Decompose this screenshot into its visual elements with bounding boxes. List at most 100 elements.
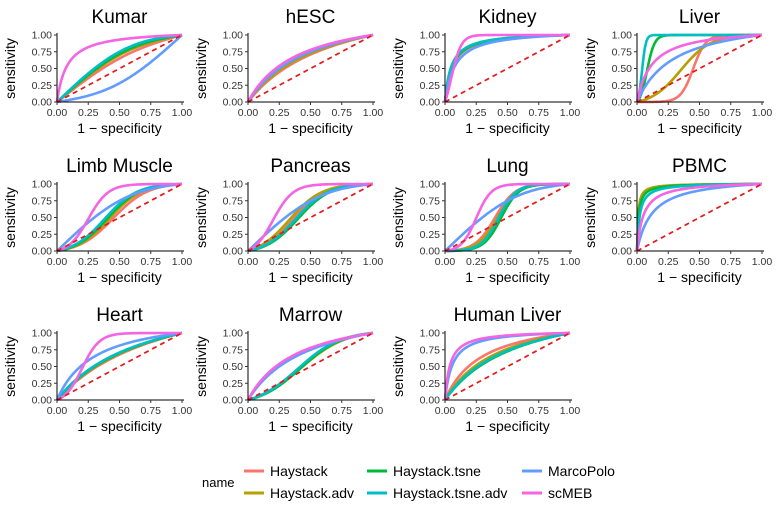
heart-title: Heart: [96, 305, 143, 326]
marrow-series-scmeb: [246, 331, 374, 401]
pancreas-y-tick-label: 1.00: [223, 179, 244, 191]
liver-series-haystack-tsne-adv: [635, 33, 762, 103]
pbmc-y-axis-label: sensitivity: [582, 187, 598, 248]
pbmc-x-tick-label: 1.00: [752, 256, 773, 268]
pbmc-x-tick-label: 0.75: [721, 256, 742, 268]
human-liver-x-axis-label: 1 − specificity: [465, 418, 549, 434]
lung-x-tick-label: 0.50: [497, 256, 518, 268]
lung-x-axis-label: 1 − specificity: [465, 269, 549, 285]
hesc-y-tick-label: 0.50: [223, 63, 244, 75]
limb-muscle-x-tick-label: 0.00: [47, 256, 68, 268]
kidney-y-tick-label: 1.00: [420, 30, 441, 42]
limb-muscle-y-tick-label: 0.75: [32, 195, 53, 207]
limb-muscle-reference-line: [56, 183, 183, 252]
marrow-x-tick-label: 0.50: [300, 405, 321, 417]
hesc-x-tick-label: 0.50: [300, 107, 321, 119]
marrow-title: Marrow: [279, 305, 343, 326]
liver-y-axis-label: sensitivity: [582, 38, 598, 99]
liver-x-tick-label: 0.50: [689, 107, 710, 119]
kidney-x-tick-label: 0.75: [529, 107, 550, 119]
hesc-series-scmeb: [246, 33, 374, 103]
kidney-x-tick-label: 0.00: [435, 107, 456, 119]
limb-muscle-series-scmeb: [56, 182, 182, 253]
marrow-x-tick-label: 0.00: [238, 405, 259, 417]
liver-y-tick-label: 0.50: [612, 63, 633, 75]
hesc-x-tick-label: 1.00: [363, 107, 384, 119]
pbmc-reference-line: [636, 183, 763, 252]
heart-x-tick-label: 0.00: [47, 405, 68, 417]
limb-muscle-series-marcopolo: [56, 182, 183, 252]
kumar-y-tick-label: 0.00: [32, 97, 53, 109]
pancreas-x-axis-label: 1 − specificity: [268, 269, 352, 285]
pbmc-x-tick-label: 0.25: [658, 256, 679, 268]
heart-y-tick-label: 0.75: [32, 344, 53, 356]
pbmc-y-tick-label: 0.25: [612, 229, 633, 241]
liver-x-axis-label: 1 − specificity: [657, 120, 741, 136]
hesc-reference-line: [247, 34, 374, 103]
limb-muscle-title: Limb Muscle: [66, 156, 173, 177]
kumar-series-haystack-tsne-adv: [56, 33, 183, 103]
hesc-x-tick-label: 0.75: [332, 107, 353, 119]
pbmc-y-tick-label: 0.00: [612, 246, 633, 258]
human-liver-x-tick-label: 0.00: [435, 405, 456, 417]
heart-x-tick-label: 0.25: [78, 405, 99, 417]
hesc-title: hESC: [286, 7, 336, 28]
kidney-reference-line: [444, 34, 571, 103]
kumar-y-tick-label: 1.00: [32, 30, 53, 42]
kidney-x-axis-label: 1 − specificity: [465, 120, 549, 136]
kidney-y-axis-label: sensitivity: [390, 38, 406, 99]
pancreas-y-tick-label: 0.50: [223, 212, 244, 224]
pbmc-x-axis-label: 1 − specificity: [657, 269, 741, 285]
limb-muscle-y-tick-label: 0.25: [32, 229, 53, 241]
pancreas-title: Pancreas: [270, 156, 350, 177]
liver-series-marcopolo: [635, 33, 763, 103]
heart-series-scmeb: [56, 331, 182, 402]
legend-label-haystack-adv: Haystack.adv: [270, 485, 354, 501]
lung-y-tick-label: 0.25: [420, 229, 441, 241]
lung-y-tick-label: 1.00: [420, 179, 441, 191]
kidney-series-scmeb: [443, 33, 570, 103]
heart-y-tick-label: 1.00: [32, 328, 53, 340]
kumar-y-tick-label: 0.50: [32, 63, 53, 75]
liver-y-tick-label: 0.25: [612, 80, 633, 92]
human-liver-y-tick-label: 0.00: [420, 395, 441, 407]
heart-y-tick-label: 0.50: [32, 361, 53, 373]
pancreas-series-scmeb: [247, 182, 373, 253]
marrow-y-axis-label: sensitivity: [193, 336, 209, 397]
pancreas-x-tick-label: 1.00: [363, 256, 384, 268]
legend-label-haystack-tsne: Haystack.tsne: [393, 463, 481, 479]
kumar-series-marcopolo: [56, 34, 183, 104]
limb-muscle-y-tick-label: 0.50: [32, 212, 53, 224]
liver-title: Liver: [679, 7, 721, 28]
kidney-x-tick-label: 0.25: [466, 107, 487, 119]
lung-reference-line: [444, 183, 571, 252]
hesc-x-tick-label: 0.25: [269, 107, 290, 119]
hesc-y-tick-label: 0.75: [223, 46, 244, 58]
heart-x-tick-label: 1.00: [172, 405, 193, 417]
pbmc-y-tick-label: 0.50: [612, 212, 633, 224]
human-liver-x-tick-label: 1.00: [560, 405, 581, 417]
pbmc-series-scmeb: [635, 182, 763, 252]
kumar-title: Kumar: [92, 7, 149, 28]
kumar-x-tick-label: 1.00: [172, 107, 193, 119]
heart-y-tick-label: 0.00: [32, 395, 53, 407]
pancreas-x-tick-label: 0.75: [332, 256, 353, 268]
limb-muscle-x-tick-label: 0.75: [141, 256, 162, 268]
kumar-y-axis-label: sensitivity: [2, 38, 18, 99]
hesc-y-tick-label: 0.00: [223, 97, 244, 109]
kumar-x-tick-label: 0.25: [78, 107, 99, 119]
limb-muscle-y-tick-label: 0.00: [32, 246, 53, 258]
kidney-y-tick-label: 0.25: [420, 80, 441, 92]
limb-muscle-x-axis-label: 1 − specificity: [77, 269, 161, 285]
pancreas-x-tick-label: 0.50: [300, 256, 321, 268]
pancreas-y-tick-label: 0.25: [223, 229, 244, 241]
kidney-y-tick-label: 0.75: [420, 46, 441, 58]
liver-x-tick-label: 0.25: [658, 107, 679, 119]
lung-y-tick-label: 0.50: [420, 212, 441, 224]
limb-muscle-y-axis-label: sensitivity: [2, 187, 18, 248]
legend-label-scmeb: scMEB: [548, 485, 592, 501]
marrow-y-tick-label: 1.00: [223, 328, 244, 340]
kumar-x-tick-label: 0.75: [141, 107, 162, 119]
